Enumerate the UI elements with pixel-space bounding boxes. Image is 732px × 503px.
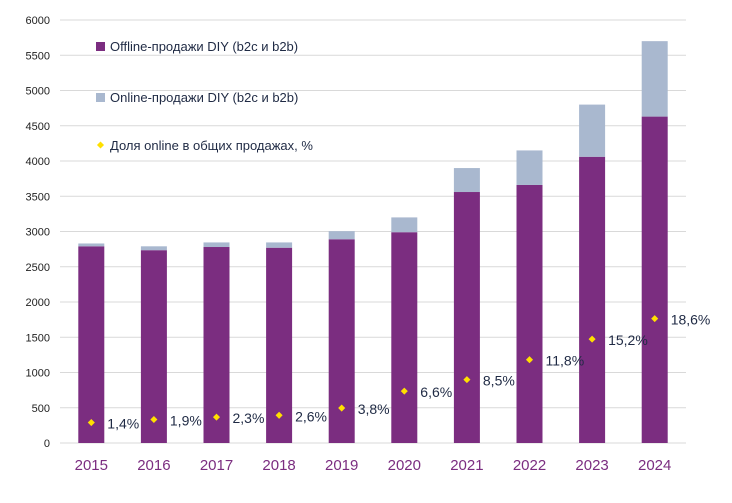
share-data-label: 6,6% bbox=[420, 384, 452, 400]
y-tick-label: 6000 bbox=[26, 15, 50, 27]
y-tick-label: 2500 bbox=[26, 262, 50, 274]
legend-marker-share bbox=[96, 141, 105, 149]
bar-offline bbox=[579, 156, 606, 443]
x-tick-label: 2018 bbox=[262, 457, 295, 474]
bar-offline bbox=[453, 192, 480, 443]
bar-online bbox=[391, 217, 418, 233]
share-markers: 1,4% 1,9% 2,3% 2,6% 3,8% 6,6% 8,5% 11,8% 15,2% 18… bbox=[87, 312, 711, 432]
share-data-label: 3,8% bbox=[358, 401, 390, 417]
y-tick-label: 3000 bbox=[26, 227, 50, 239]
share-marker bbox=[87, 419, 95, 427]
y-tick-label: 3500 bbox=[26, 191, 50, 203]
bar-online bbox=[328, 231, 355, 240]
share-marker bbox=[525, 356, 534, 364]
bar-online bbox=[266, 242, 293, 248]
share-marker bbox=[400, 387, 408, 395]
bar-online bbox=[641, 41, 668, 117]
x-axis-ticks: 2015 2016 2017 2018 2019 2020 2021 2022 2023 2024 bbox=[75, 457, 672, 474]
share-data-label: 1,4% bbox=[107, 416, 139, 432]
legend: Offline-продажи DIY (b2c и b2b) Online-п… bbox=[96, 39, 313, 153]
x-tick-label: 2015 bbox=[75, 457, 108, 474]
share-marker bbox=[275, 411, 283, 419]
bar-offline bbox=[328, 239, 355, 443]
legend-label-share: Доля online в общих продажах, % bbox=[110, 138, 313, 153]
y-tick-label: 4000 bbox=[26, 156, 50, 168]
share-data-label: 15,2% bbox=[608, 332, 648, 348]
share-data-label: 8,5% bbox=[483, 373, 515, 389]
x-tick-label: 2024 bbox=[638, 457, 671, 474]
y-tick-label: 4500 bbox=[26, 121, 50, 133]
share-marker bbox=[212, 413, 221, 421]
share-data-label: 11,8% bbox=[546, 353, 585, 369]
x-tick-label: 2023 bbox=[575, 457, 608, 474]
share-marker bbox=[463, 376, 471, 384]
legend-swatch-online bbox=[96, 93, 105, 102]
share-data-label: 2,6% bbox=[295, 408, 327, 424]
bar-offline bbox=[516, 184, 543, 443]
x-tick-label: 2020 bbox=[388, 457, 421, 474]
x-tick-label: 2016 bbox=[137, 457, 170, 474]
y-tick-label: 1500 bbox=[26, 332, 50, 344]
bar-online bbox=[140, 246, 167, 251]
y-tick-label: 0 bbox=[44, 438, 50, 450]
y-tick-label: 5000 bbox=[26, 86, 50, 98]
share-marker bbox=[588, 335, 596, 343]
share-marker bbox=[651, 315, 659, 323]
share-marker bbox=[338, 404, 346, 412]
y-tick-label: 5500 bbox=[26, 50, 50, 62]
x-tick-label: 2022 bbox=[513, 457, 546, 474]
x-tick-label: 2019 bbox=[325, 457, 358, 474]
share-data-label: 1,9% bbox=[170, 413, 202, 429]
y-tick-label: 2000 bbox=[26, 297, 50, 309]
legend-label-offline: Offline-продажи DIY (b2c и b2b) bbox=[110, 39, 298, 54]
y-axis-ticks: 0 500 1000 1500 2000 2500 3000 3500 4000 4500 5000… bbox=[26, 15, 50, 450]
bar-online bbox=[78, 243, 105, 247]
bar-offline bbox=[78, 246, 105, 443]
y-tick-label: 1000 bbox=[26, 368, 50, 380]
bar-online bbox=[203, 242, 230, 248]
y-tick-label: 500 bbox=[32, 403, 50, 415]
bar-online bbox=[579, 104, 606, 157]
bar-offline bbox=[266, 247, 293, 443]
bar-online bbox=[516, 150, 543, 185]
bar-offline bbox=[203, 247, 230, 443]
legend-label-online: Online-продажи DIY (b2c и b2b) bbox=[110, 90, 298, 105]
bar-offline bbox=[641, 116, 668, 444]
x-tick-label: 2017 bbox=[200, 457, 233, 474]
bars bbox=[78, 41, 668, 444]
bar-offline bbox=[140, 250, 167, 443]
bar-offline bbox=[391, 232, 418, 443]
share-marker bbox=[150, 415, 158, 424]
bar-online bbox=[453, 168, 480, 193]
share-data-label: 18,6% bbox=[671, 312, 711, 328]
share-data-label: 2,3% bbox=[233, 410, 265, 426]
x-tick-label: 2021 bbox=[450, 457, 483, 474]
legend-swatch-offline bbox=[96, 42, 105, 51]
